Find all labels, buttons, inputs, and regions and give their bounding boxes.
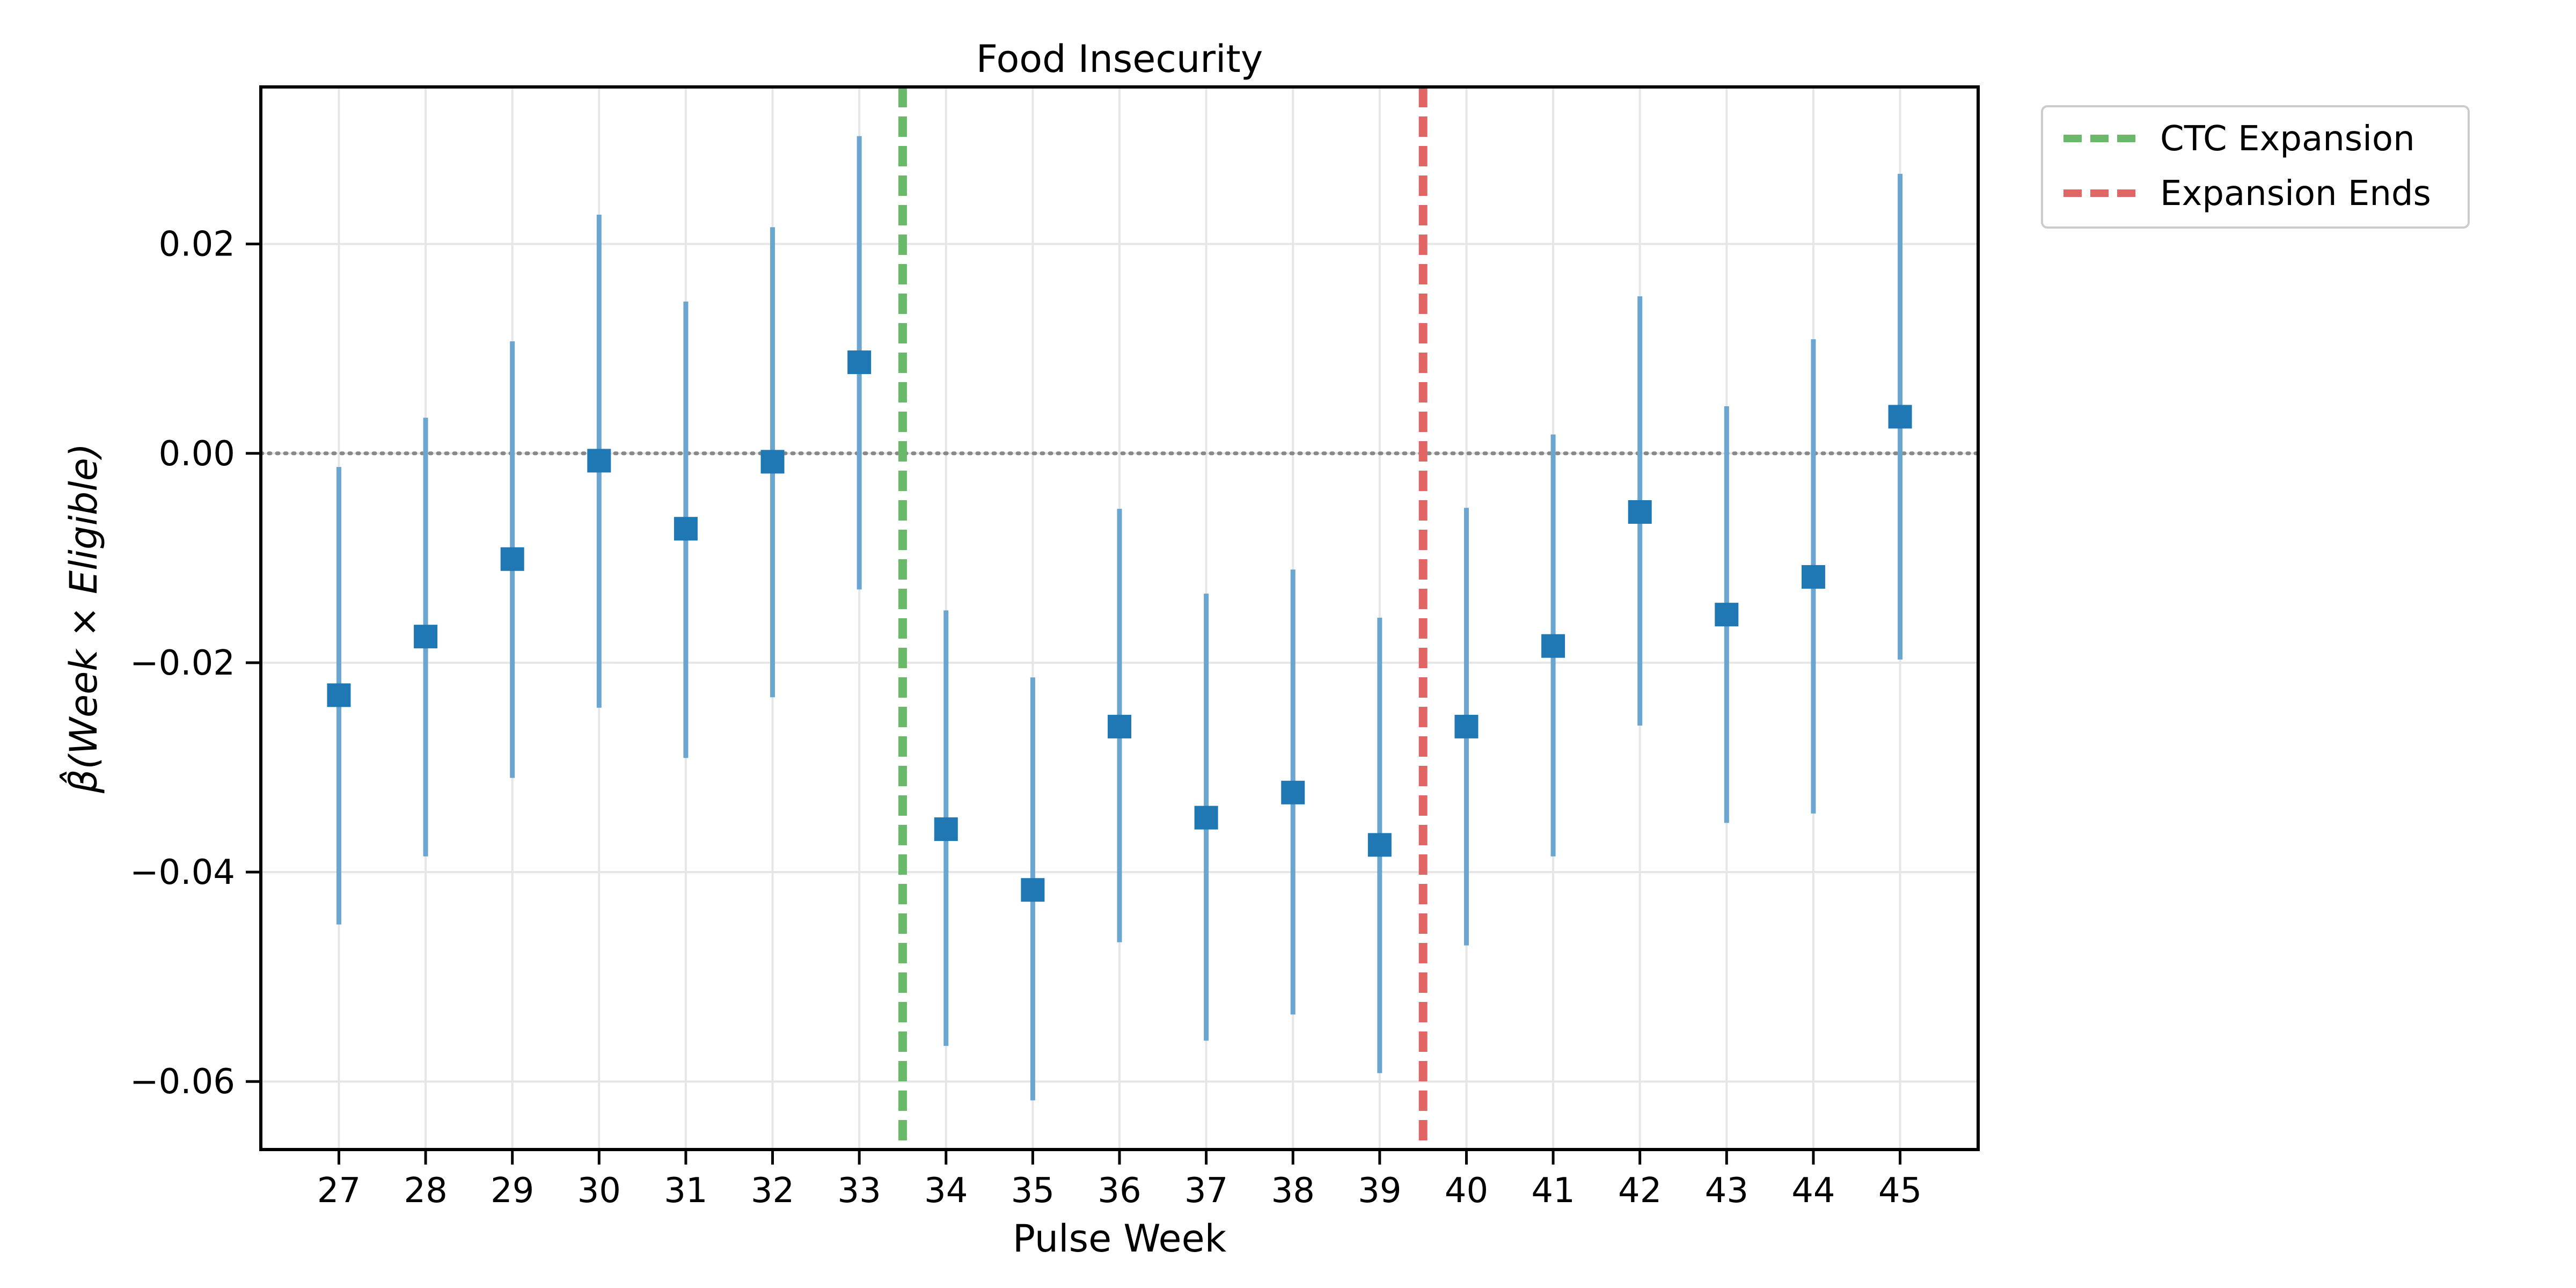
data-point xyxy=(1194,806,1218,830)
y-tick-label: −0.04 xyxy=(130,853,235,892)
data-point xyxy=(1628,500,1652,524)
x-tick-label: 37 xyxy=(1184,1171,1228,1211)
reference-lines xyxy=(259,87,1980,1150)
x-tick-label: 30 xyxy=(577,1171,621,1211)
legend: CTC Expansion Expansion Ends xyxy=(2041,105,2470,229)
x-tick-label: 34 xyxy=(924,1171,968,1211)
x-tick-label: 39 xyxy=(1358,1171,1401,1211)
axis-ticks: 27 28 29 30 31 32 33 34 35 36 37 38 39 40 41 42 43 44 45 −0… xyxy=(130,225,1922,1211)
data-point xyxy=(760,450,785,474)
y-axis-title: β̂(Week × Eligible) xyxy=(60,443,106,794)
x-tick-label: 27 xyxy=(317,1171,361,1211)
x-tick-label: 31 xyxy=(664,1171,707,1211)
y-tick-label: 0.00 xyxy=(159,434,236,474)
x-tick-label: 42 xyxy=(1618,1171,1662,1211)
data-point xyxy=(1281,780,1305,804)
data-point xyxy=(1021,878,1045,902)
data-point xyxy=(327,683,351,707)
data-point xyxy=(934,817,958,841)
legend-box xyxy=(2041,105,2470,229)
x-tick-label: 40 xyxy=(1445,1171,1488,1211)
legend-label-expansion-ends: Expansion Ends xyxy=(2160,174,2431,214)
x-tick-label: 36 xyxy=(1097,1171,1141,1211)
legend-label-ctc-expansion: CTC Expansion xyxy=(2160,119,2415,159)
x-tick-label: 45 xyxy=(1878,1171,1922,1211)
data-point xyxy=(1541,634,1565,658)
data-point xyxy=(1715,603,1739,627)
y-tick-label: 0.02 xyxy=(159,225,236,265)
data-point xyxy=(500,547,524,571)
x-tick-label: 33 xyxy=(837,1171,881,1211)
data-point xyxy=(414,625,438,649)
y-tick-label: −0.02 xyxy=(130,643,235,683)
x-tick-label: 43 xyxy=(1705,1171,1748,1211)
x-tick-label: 35 xyxy=(1011,1171,1055,1211)
x-axis-title: Pulse Week xyxy=(1013,1217,1227,1261)
data-point xyxy=(1454,714,1479,738)
x-tick-label: 32 xyxy=(751,1171,794,1211)
y-tick-label: −0.06 xyxy=(130,1062,235,1102)
chart-title: Food Insecurity xyxy=(976,37,1263,81)
x-tick-label: 38 xyxy=(1271,1171,1315,1211)
data-point xyxy=(1108,714,1131,738)
data-points xyxy=(327,350,1912,902)
data-point xyxy=(674,517,698,541)
x-tick-label: 29 xyxy=(491,1171,534,1211)
data-point xyxy=(587,449,611,473)
x-tick-label: 28 xyxy=(404,1171,447,1211)
data-point xyxy=(1801,565,1825,589)
data-point xyxy=(1367,833,1392,857)
data-point xyxy=(847,350,872,375)
x-tick-label: 44 xyxy=(1791,1171,1835,1211)
x-tick-label: 41 xyxy=(1531,1171,1575,1211)
data-point xyxy=(1888,405,1912,429)
